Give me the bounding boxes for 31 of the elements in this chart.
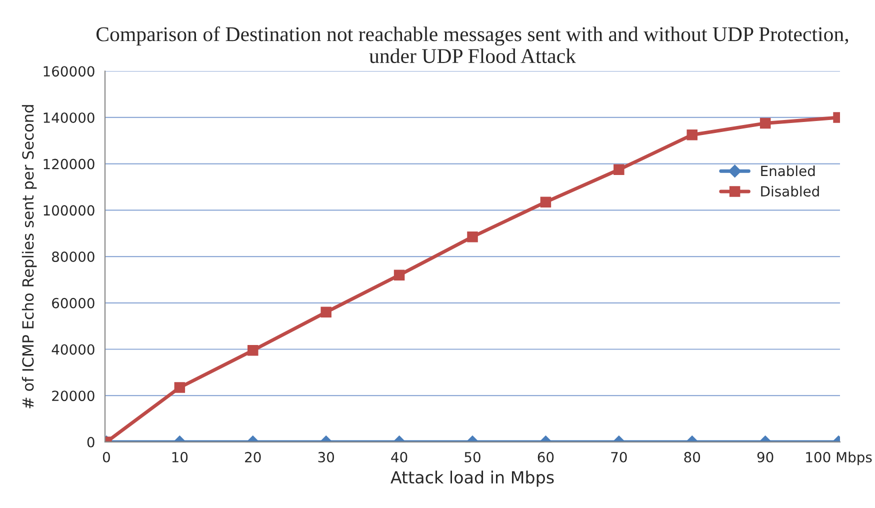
legend-label: Enabled bbox=[761, 165, 815, 176]
x-tick-label: 30 bbox=[318, 452, 334, 462]
point bbox=[467, 231, 478, 242]
legend-label: Disabled bbox=[761, 186, 819, 197]
y-tick-label: 80000 bbox=[52, 252, 94, 262]
x-tick-label: 70 bbox=[611, 452, 627, 462]
chart-title: Comparison of Destination not reachable messages sent with and without UDP Protection, under UDP Flood Attack bbox=[96, 26, 848, 64]
x-tick-label: 40 bbox=[391, 452, 408, 462]
point bbox=[760, 118, 771, 129]
y-tick-label: 140000 bbox=[44, 112, 94, 123]
y-tick-label: 100000 bbox=[44, 205, 94, 216]
y-tick-label: 120000 bbox=[44, 158, 94, 170]
y-tick-label: 0 bbox=[87, 436, 94, 448]
y-axis-title: # of ICMP Echo Replies sent per Second bbox=[22, 105, 37, 408]
x-tick-label: 80 bbox=[684, 452, 700, 462]
y-tick-label: 40000 bbox=[52, 344, 94, 355]
point bbox=[394, 270, 405, 280]
x-axis-title: Attack load in Mbps bbox=[390, 470, 554, 487]
y-tick-label: 60000 bbox=[52, 298, 94, 308]
point bbox=[540, 196, 552, 208]
x-tick-label: 20 bbox=[245, 452, 261, 462]
y-tick-label: 160000 bbox=[44, 66, 94, 77]
x-tick-label: 100 Mbps bbox=[806, 452, 872, 466]
x-tick-label: 0 bbox=[102, 452, 110, 462]
point bbox=[686, 129, 698, 140]
x-tick-label: 90 bbox=[757, 452, 774, 462]
y-tick-label: 20000 bbox=[52, 390, 94, 402]
point bbox=[614, 164, 624, 176]
x-tick-label: 60 bbox=[538, 452, 554, 462]
x-tick-label: 10 bbox=[172, 452, 188, 462]
x-tick-label: 50 bbox=[464, 452, 480, 462]
